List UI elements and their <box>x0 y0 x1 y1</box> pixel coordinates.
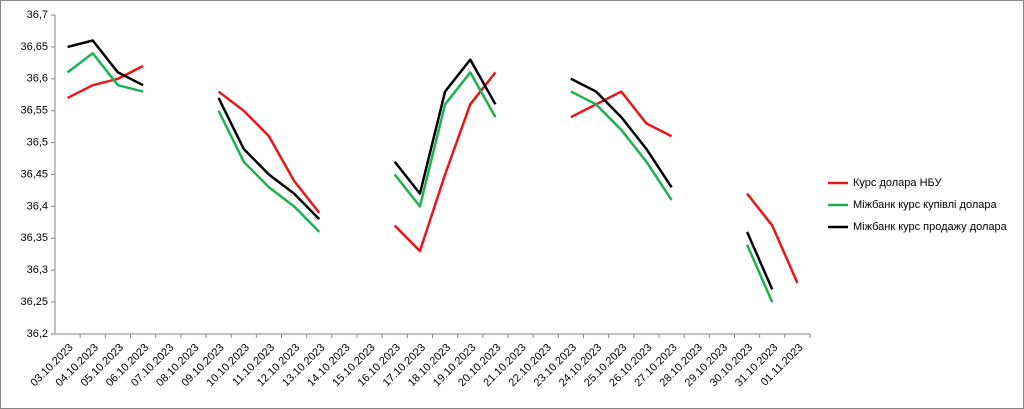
y-tick-label: 36,35 <box>20 232 48 244</box>
series-line <box>217 110 321 233</box>
series-line <box>217 97 321 221</box>
y-tick-label: 36,65 <box>20 41 48 53</box>
legend-label: Курс долара НБУ <box>853 177 942 189</box>
series-line <box>393 71 497 253</box>
y-tick-label: 36,25 <box>20 296 48 308</box>
series-line <box>67 39 144 87</box>
y-tick-label: 36,6 <box>27 73 48 85</box>
y-tick-label: 36,55 <box>20 105 48 117</box>
series-line <box>217 90 321 214</box>
series-line <box>393 71 497 208</box>
series-line <box>745 244 774 303</box>
series-line <box>570 90 673 201</box>
series-line <box>570 77 673 188</box>
y-tick-label: 36,7 <box>27 9 48 21</box>
y-tick-label: 36,45 <box>20 168 48 180</box>
legend-label: Міжбанк курс продажу долара <box>853 221 1008 233</box>
series-line <box>745 231 774 290</box>
y-tick-label: 36,5 <box>27 137 48 149</box>
series-line <box>66 52 144 93</box>
y-tick-label: 36,3 <box>27 264 48 276</box>
y-tick-label: 36,2 <box>27 328 48 340</box>
y-tick-label: 36,4 <box>27 200 48 212</box>
series-line <box>393 58 497 195</box>
series-line <box>67 64 144 100</box>
series-line <box>746 192 799 284</box>
legend-label: Міжбанк курс купівлі долара <box>853 199 997 211</box>
series-line <box>570 90 673 138</box>
